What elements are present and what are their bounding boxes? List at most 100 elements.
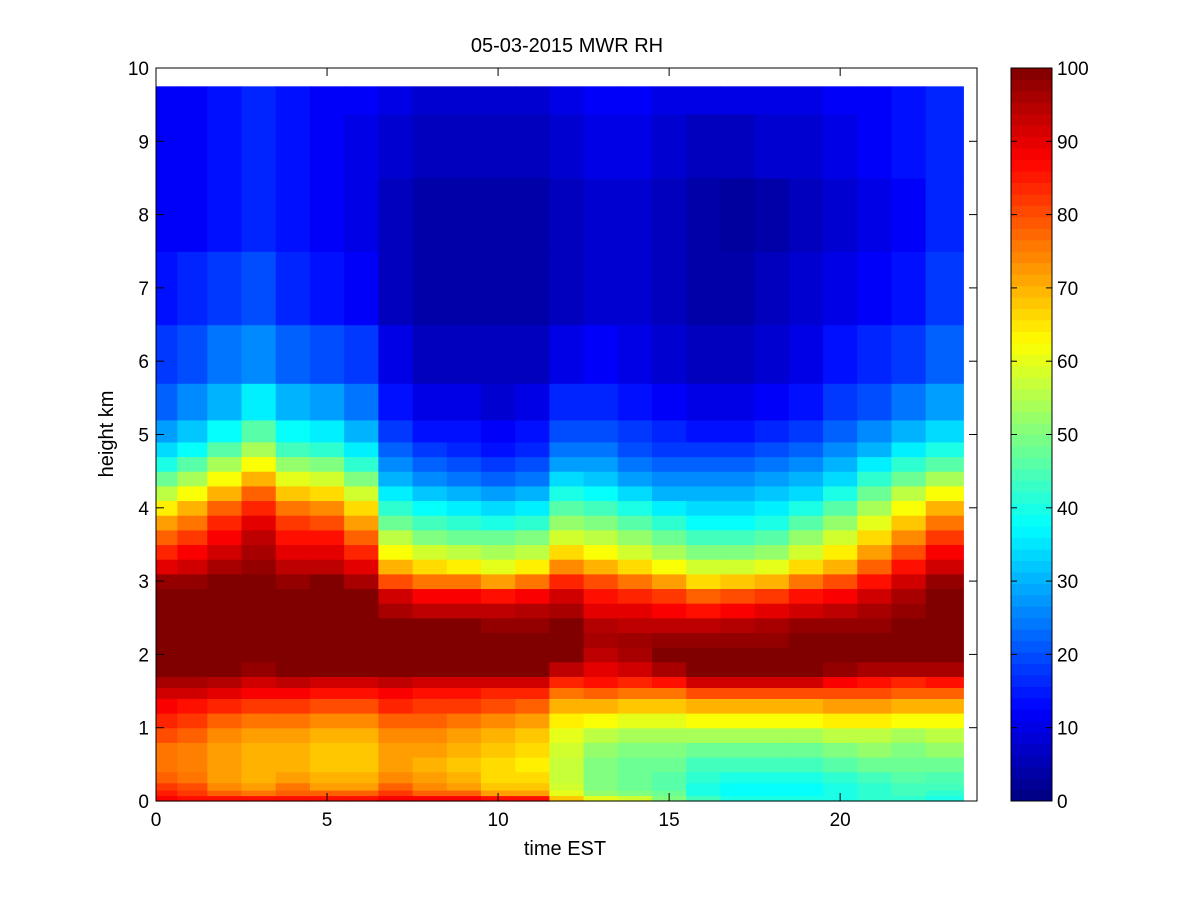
heatmap-cell [480, 419, 516, 443]
heatmap-cell [891, 441, 927, 458]
heatmap-cell [515, 456, 550, 472]
heatmap-cell [754, 676, 790, 688]
heatmap-cell [754, 559, 790, 575]
heatmap-cell [549, 661, 585, 677]
heatmap-cell [344, 687, 379, 699]
heatmap-cell [549, 177, 585, 252]
heatmap-cell [515, 727, 550, 743]
heatmap-cell [788, 661, 824, 677]
x-tick-label: 15 [659, 810, 680, 831]
heatmap-cell [378, 713, 414, 729]
heatmap-cell [857, 795, 893, 800]
heatmap-cell [857, 251, 893, 326]
heatmap-cell [686, 515, 722, 531]
heatmap-cell [515, 86, 550, 115]
colorbar-tick-label: 10 [1057, 719, 1078, 740]
heatmap-cell [446, 632, 482, 648]
colorbar-tick-label: 0 [1057, 792, 1068, 813]
heatmap-cell [446, 661, 482, 677]
heatmap-cell [275, 544, 311, 560]
heatmap-cell [515, 544, 550, 560]
heatmap-cell [275, 790, 311, 797]
heatmap-cell [617, 113, 653, 179]
heatmap-cell [177, 324, 208, 384]
heatmap-cell [378, 86, 414, 115]
colorbar-swatch [1011, 159, 1052, 172]
heatmap-cell [720, 687, 756, 699]
y-tick-label: 0 [138, 792, 149, 813]
heatmap-cell [754, 544, 790, 560]
heatmap-cell [652, 713, 687, 729]
heatmap-cell [823, 603, 858, 619]
heatmap-cell [823, 500, 858, 516]
heatmap-cell [788, 544, 824, 560]
heatmap-cell [891, 86, 927, 115]
heatmap-cell [207, 485, 243, 502]
heatmap-cell [275, 485, 311, 502]
heatmap-cell [617, 515, 653, 531]
heatmap-cell [275, 698, 311, 714]
heatmap-cell [446, 790, 482, 797]
heatmap-cell [720, 617, 756, 634]
heatmap-cell [378, 544, 414, 560]
heatmap-cell [925, 588, 964, 604]
heatmap-cell [652, 647, 687, 663]
heatmap-cell [652, 500, 687, 516]
heatmap-cell [925, 713, 964, 729]
heatmap-cell [857, 86, 893, 115]
heatmap-cell [344, 757, 379, 773]
heatmap-cell [720, 790, 756, 797]
heatmap-cell [480, 617, 516, 634]
y-tick-label: 2 [138, 645, 149, 666]
heatmap-cell [754, 177, 790, 252]
heatmap-cell [686, 573, 722, 590]
heatmap-cell [857, 177, 893, 252]
colorbar-swatch [1011, 79, 1052, 92]
heatmap-cell [891, 515, 927, 531]
colorbar-swatch [1011, 686, 1052, 699]
heatmap-cell [891, 177, 927, 252]
heatmap-cell [549, 113, 585, 179]
colorbar-swatch [1011, 663, 1052, 676]
heatmap-cell [275, 419, 311, 443]
heatmap-cell [720, 727, 756, 743]
heatmap-cell [788, 647, 824, 663]
colorbar-swatch [1011, 594, 1052, 607]
heatmap-cell [686, 647, 722, 663]
heatmap-cell [480, 500, 516, 516]
heatmap-cell [446, 529, 482, 546]
heatmap-cell [686, 86, 722, 115]
heatmap-cell [309, 742, 345, 758]
heatmap-cell [583, 113, 619, 179]
heatmap-cell [241, 251, 277, 326]
heatmap-cell [754, 588, 790, 604]
heatmap-cell [241, 529, 277, 546]
heatmap-cell [177, 441, 208, 458]
heatmap-cell [378, 617, 414, 634]
heatmap-cell [788, 698, 824, 714]
heatmap-cell [617, 647, 653, 663]
heatmap-cell [412, 698, 448, 714]
heatmap-cell [617, 757, 653, 773]
heatmap-cell [857, 441, 893, 458]
heatmap-cell [617, 795, 653, 800]
colorbar-swatch [1011, 251, 1052, 264]
colorbar-swatch [1011, 423, 1052, 435]
colorbar-swatch [1011, 239, 1052, 252]
heatmap-cell [309, 113, 345, 179]
colorbar-swatch [1011, 228, 1052, 241]
heatmap-cell [275, 559, 311, 575]
heatmap-cell [823, 676, 858, 688]
heatmap-cell [549, 588, 585, 604]
heatmap-cell [480, 727, 516, 743]
heatmap-cell [207, 603, 243, 619]
heatmap-cell [720, 647, 756, 663]
heatmap-cell [754, 113, 790, 179]
heatmap-cell [720, 456, 756, 472]
heatmap-cell [788, 471, 824, 487]
heatmap-cell [177, 177, 208, 252]
heatmap-cell [156, 529, 178, 546]
heatmap-cell [515, 500, 550, 516]
heatmap-cell [617, 782, 653, 791]
colorbar-swatch [1011, 388, 1052, 401]
